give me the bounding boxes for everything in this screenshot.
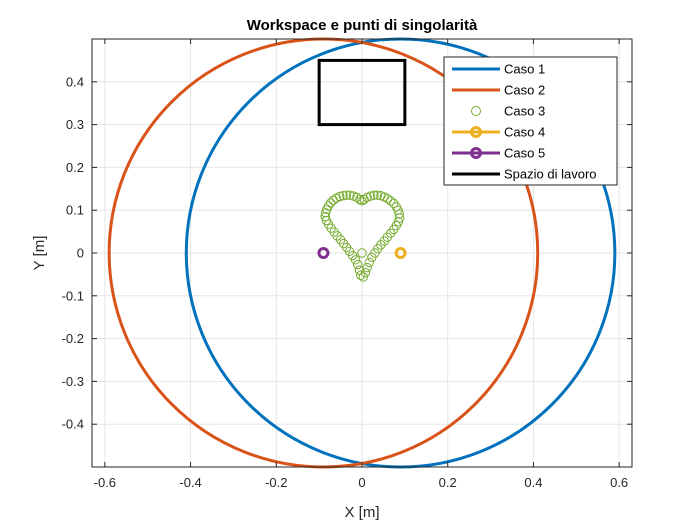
series-caso-3-point [362,192,372,203]
y-tick-label: 0.4 [66,74,84,89]
x-tick-label: 0.6 [610,475,628,490]
series-caso-3-point [376,190,386,201]
legend-spazio-di-lavoro-label: Spazio di lavoro [504,167,597,182]
legend-caso-5-marker [470,147,482,159]
legend-box [443,56,618,186]
series-caso-3-point [341,190,352,200]
series-caso-3-point [372,190,383,200]
y-tick-label: -0.4 [62,417,84,432]
series-caso-4-point [394,247,407,259]
series-caso-3-point [364,257,374,268]
legend-caso-4-label: Caso 4 [504,125,545,140]
series-caso-3-point [389,198,399,209]
legend: Caso 1 Caso 2 Caso 3 Caso 4 Caso 5 Spazio di … [443,56,618,186]
axis-ticks: -0.6 -0.4 -0.2 0 0.2 0.4 0.6 -0.4 -0.3 -0.2 -0.1 0 0… [62,39,632,490]
y-tick-label: -0.1 [62,288,84,303]
series-caso-5-point [317,247,330,259]
series-caso-3-point [328,195,338,206]
y-tick-label: -0.3 [62,374,84,389]
legend-caso-3-label: Caso 3 [504,104,545,119]
series-caso-3-point [353,259,363,270]
legend-caso-1-label: Caso 1 [504,62,545,77]
series-caso-3-point [320,211,330,222]
series-caso-3-point [357,196,367,206]
x-tick-label: -0.4 [179,475,201,490]
x-tick-label: -0.6 [94,475,116,490]
series-caso-3-point [359,194,369,205]
legend-caso-3-marker [471,106,481,116]
x-tick-label: 0.4 [524,475,542,490]
y-axis-label: Y [m] [31,236,48,271]
series-caso-3-point [320,208,331,218]
series-caso-3-point [331,193,341,203]
series-caso-3-point [393,217,404,227]
series-caso-3-point [348,191,359,201]
x-tick-label: 0.2 [439,475,457,490]
series-caso-3-point [362,262,372,273]
y-tick-label: 0.1 [66,203,84,218]
series-caso-3-point [358,272,368,282]
x-axis-label: X [m] [344,504,379,521]
x-tick-label: -0.2 [265,475,287,490]
legend-caso-4-marker [470,126,482,138]
y-tick-label: -0.2 [62,331,84,346]
series-caso-3-point [338,190,348,201]
series-caso-3-point [391,202,401,212]
series-caso-3-point [369,190,379,200]
series-caso-3-point [356,270,366,280]
legend-caso-2-label: Caso 2 [504,83,545,98]
x-tick-label: 0 [358,475,365,490]
series-caso-3-point [350,255,361,265]
legend-caso-5-label: Caso 5 [504,146,545,161]
series-caso-3-point [345,190,355,200]
series-caso-3-point [360,267,371,278]
y-tick-label: 0.2 [66,160,84,175]
y-tick-label: 0.3 [66,117,84,132]
y-tick-label: 0 [77,246,84,261]
chart-title: Workspace e punti di singolarità [247,17,478,34]
series-caso-3-point [357,248,367,258]
series-spazio-di-lavoro-rect [317,58,407,127]
